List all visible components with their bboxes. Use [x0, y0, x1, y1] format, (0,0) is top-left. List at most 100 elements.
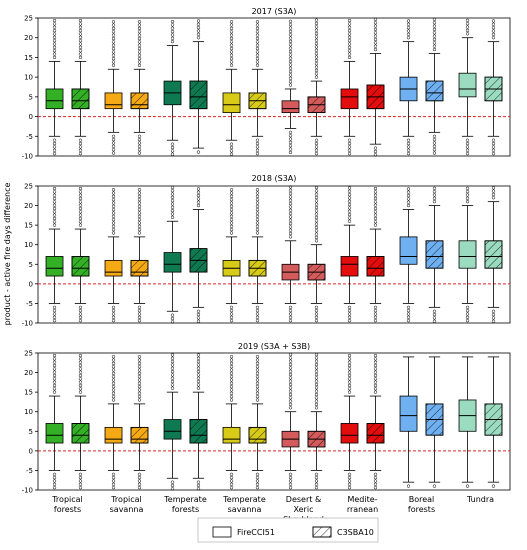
outlier-point: [314, 189, 319, 193]
outlier-point: [196, 203, 201, 208]
outlier-point: [229, 208, 234, 212]
outlier-point: [314, 18, 319, 22]
outlier-point: [255, 138, 260, 142]
outlier-point: [137, 221, 142, 225]
outlier-point: [229, 388, 234, 392]
outlier-point: [255, 224, 260, 228]
outlier-point: [229, 145, 234, 150]
outlier-point: [255, 141, 260, 146]
outlier-point: [137, 30, 142, 34]
outlier-point: [255, 221, 260, 225]
outlier-point: [196, 312, 201, 317]
outlier-point: [52, 373, 57, 378]
outlier-point: [491, 26, 496, 30]
panel-title: 2018 (S3A): [252, 174, 297, 183]
outlier-point: [373, 360, 378, 364]
outlier-point: [314, 192, 319, 196]
category-label-line: Boreal: [409, 495, 435, 504]
outlier-point: [347, 209, 352, 213]
box-hatch: [366, 423, 385, 444]
outlier-point: [465, 312, 470, 316]
outlier-point: [111, 46, 116, 51]
outlier-point: [229, 33, 234, 37]
y-tick-label: -5: [26, 300, 33, 308]
outlier-point: [314, 52, 319, 56]
outlier-point: [78, 472, 83, 476]
outlier-point: [406, 29, 411, 33]
outlier-point: [491, 148, 496, 152]
outlier-point: [52, 482, 57, 486]
outlier-point: [347, 49, 352, 53]
outlier-point: [491, 138, 496, 142]
outlier-point: [465, 319, 470, 323]
outlier-point: [52, 32, 57, 36]
outlier-point: [52, 213, 57, 217]
outlier-point: [111, 20, 116, 24]
outlier-point: [78, 35, 83, 39]
outlier-point: [314, 239, 319, 243]
box-body: [222, 426, 241, 444]
outlier-point: [111, 50, 116, 54]
outlier-point: [111, 43, 116, 47]
outlier-point: [314, 305, 319, 309]
outlier-point: [137, 309, 142, 313]
outlier-point: [196, 193, 201, 198]
outlier-point: [52, 200, 57, 204]
outlier-point: [373, 17, 378, 22]
outlier-point: [170, 192, 175, 196]
outlier-point: [52, 216, 57, 221]
outlier-point: [255, 368, 260, 372]
box-hatch: [71, 88, 90, 110]
outlier-point: [373, 149, 378, 154]
outlier-point: [137, 319, 142, 323]
outlier-point: [314, 28, 319, 32]
outlier-point: [465, 141, 470, 146]
legend-swatch-hatch: [312, 526, 332, 538]
box-body: [163, 252, 182, 273]
outlier-point: [432, 21, 437, 25]
outlier-point: [111, 394, 116, 399]
outlier-point: [52, 22, 57, 26]
outlier-point: [288, 379, 293, 383]
outlier-point: [229, 315, 234, 319]
box-0-0: [45, 186, 64, 323]
outlier-point: [373, 223, 378, 227]
outlier-point: [111, 148, 116, 152]
category-label-line: Tropical: [110, 495, 142, 504]
outlier-point: [78, 373, 83, 378]
outlier-point: [255, 20, 260, 24]
outlier-point: [406, 36, 411, 40]
outlier-point: [137, 394, 142, 399]
box-4-0: [281, 352, 300, 490]
outlier-point: [406, 138, 411, 142]
outlier-point: [111, 381, 116, 385]
outlier-point: [288, 362, 293, 367]
outlier-point: [406, 315, 411, 319]
outlier-point: [255, 309, 260, 313]
outlier-point: [170, 215, 175, 219]
outlier-point: [111, 319, 116, 323]
box-2-1: [189, 353, 208, 491]
outlier-point: [170, 356, 175, 360]
outlier-point: [288, 137, 293, 141]
outlier-point: [255, 315, 260, 319]
outlier-point: [52, 39, 57, 43]
outlier-point: [288, 53, 293, 57]
panel-title: 2019 (S3A + S3B): [238, 342, 310, 351]
outlier-point: [373, 216, 378, 221]
outlier-point: [229, 309, 234, 313]
outlier-point: [347, 377, 352, 381]
outlier-point: [255, 394, 260, 399]
outlier-point: [137, 134, 142, 138]
outlier-point: [137, 46, 142, 51]
outlier-point: [229, 214, 234, 218]
outlier-point: [137, 148, 142, 152]
outlier-point: [170, 202, 175, 206]
outlier-point: [229, 204, 234, 209]
outlier-point: [78, 145, 83, 149]
outlier-point: [78, 482, 83, 486]
outlier-point: [314, 482, 319, 486]
outlier-point: [137, 476, 142, 480]
outlier-point: [78, 380, 83, 384]
outlier-point: [432, 34, 437, 38]
